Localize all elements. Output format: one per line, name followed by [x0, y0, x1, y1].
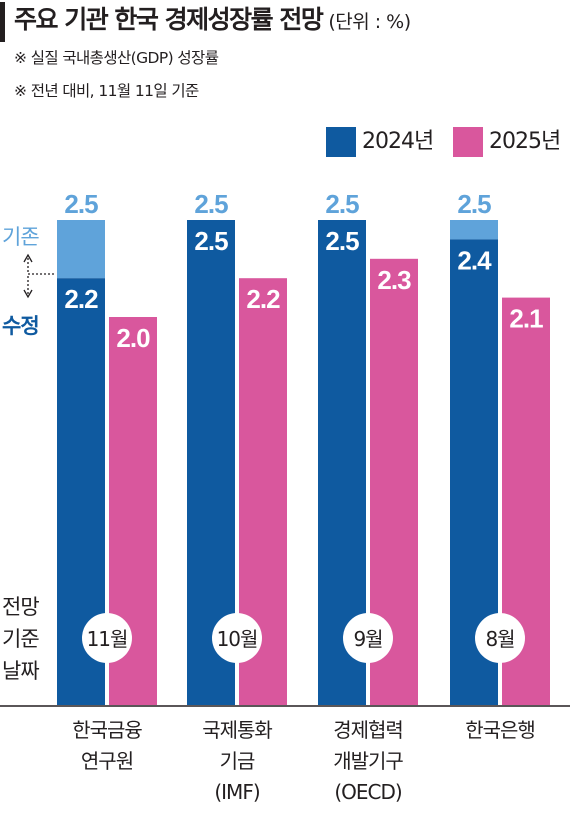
category-label-3-0: 한국은행: [465, 718, 535, 742]
value-label-2025-0: 2.0: [116, 323, 150, 353]
value-label-2024-original-1: 2.5: [194, 189, 228, 219]
date-axis-label-2: 날짜: [2, 659, 39, 683]
date-badge-3: [475, 613, 525, 663]
title-text: 주요 기관 한국 경제성장률 전망: [14, 5, 324, 34]
annotation-revised: 수정: [2, 314, 39, 338]
value-label-2024-1: 2.5: [194, 226, 228, 256]
value-label-2024-original-0: 2.5: [64, 189, 98, 219]
category-label-1-2: (IMF): [214, 780, 259, 804]
value-label-2024-3: 2.4: [457, 245, 492, 275]
note-gdp: ※ 실질 국내총생산(GDP) 성장률: [14, 49, 219, 67]
category-label-2-0: 경제협력: [333, 718, 403, 742]
arrow-down-head: [23, 289, 33, 299]
bar-2024-original-0: [57, 220, 105, 279]
value-label-2025-1: 2.2: [246, 284, 280, 314]
date-badge-label-1: 10월: [217, 627, 258, 651]
category-label-1-0: 국제통화: [202, 718, 272, 742]
date-badge-2: [343, 613, 393, 663]
value-label-2024-original-2: 2.5: [325, 189, 359, 219]
legend-label-2024: 2024년: [362, 129, 434, 154]
annotation-original: 기존: [2, 225, 39, 249]
legend-label-2025: 2025년: [489, 129, 561, 154]
category-label-1-1: 기금: [220, 749, 255, 773]
category-label-2-1: 개발기구: [333, 749, 403, 773]
chart-title: 주요 기관 한국 경제성장률 전망 (단위 : %): [14, 0, 411, 42]
date-badge-label-0: 11월: [87, 627, 128, 651]
value-label-2024-original-3: 2.5: [457, 189, 491, 219]
category-label-0-1: 연구원: [81, 749, 133, 773]
value-label-2024-0: 2.2: [64, 284, 98, 314]
arrow-up-head: [23, 253, 33, 263]
legend-swatch-2025: [453, 127, 483, 157]
date-badge-label-3: 8월: [485, 627, 514, 651]
legend-swatch-2024: [326, 127, 356, 157]
bar-2024-original-3: [450, 220, 498, 240]
value-label-2024-2: 2.5: [325, 226, 359, 256]
category-label-0-0: 한국금융: [72, 718, 142, 742]
value-label-2025-2: 2.3: [377, 265, 411, 295]
date-badge-label-2: 9월: [353, 627, 382, 651]
value-label-2025-3: 2.1: [509, 304, 543, 334]
category-label-2-2: (OECD): [334, 780, 402, 804]
date-axis-label-0: 전망: [2, 595, 39, 619]
note-basis: ※ 전년 대비, 11월 11일 기준: [14, 82, 199, 100]
date-badge-0: [82, 613, 132, 663]
date-axis-label-1: 기준: [2, 627, 39, 651]
title-accent-bar: [0, 2, 5, 42]
unit-label: (단위 : %): [328, 11, 411, 33]
date-badge-1: [212, 613, 262, 663]
